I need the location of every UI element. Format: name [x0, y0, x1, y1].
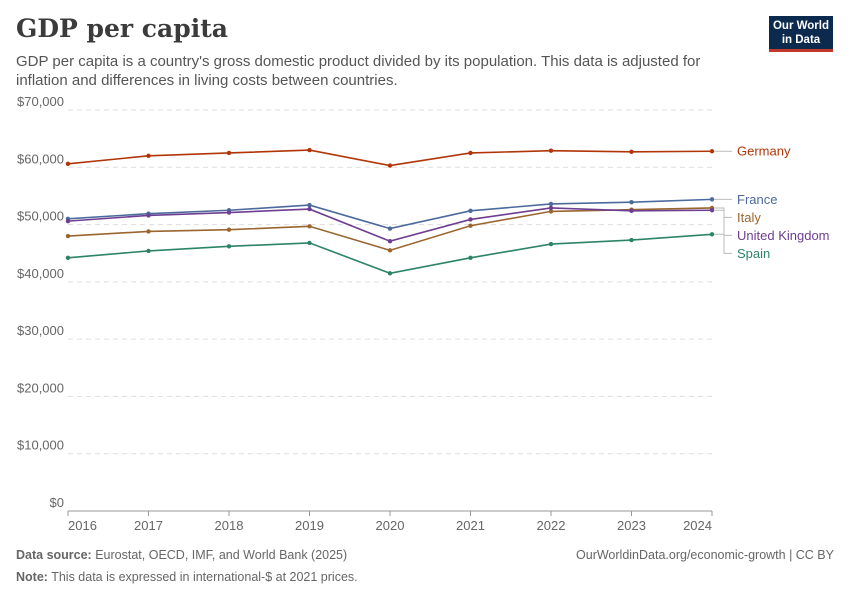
- data-point-germany[interactable]: [226, 150, 232, 156]
- data-point-germany[interactable]: [307, 147, 312, 153]
- x-tick-label: 2017: [134, 518, 163, 533]
- data-point-spain[interactable]: [629, 237, 634, 243]
- x-tick-label: 2022: [537, 518, 566, 533]
- data-point-italy[interactable]: [387, 248, 393, 253]
- y-axis: $0 $10,000 $20,000 $30,000 $40,000 $50,000 $60…: [17, 94, 64, 510]
- x-axis: 2016 2017 2018 2019 2020 2021 2022 2023 2024: [67, 511, 713, 533]
- owid-logo[interactable]: Our World in Data: [769, 16, 833, 52]
- data-point-united-kingdom[interactable]: [548, 205, 554, 211]
- data-point-italy[interactable]: [468, 223, 473, 228]
- data-point-italy[interactable]: [548, 209, 554, 214]
- label-connector: [714, 209, 732, 236]
- data-point-united-kingdom[interactable]: [387, 238, 393, 244]
- data-point-spain[interactable]: [65, 255, 71, 260]
- data-point-germany[interactable]: [709, 149, 715, 154]
- label-connector: [714, 207, 732, 218]
- data-point-united-kingdom[interactable]: [468, 217, 473, 222]
- chart-subtitle: GDP per capita is a country's gross dome…: [16, 53, 701, 89]
- x-tick-label: 2016: [68, 518, 97, 533]
- data-source: Data source: Eurostat, OECD, IMF, and Wo…: [16, 548, 347, 562]
- data-point-spain[interactable]: [226, 244, 232, 249]
- data-point-united-kingdom[interactable]: [146, 213, 151, 218]
- data-point-united-kingdom[interactable]: [307, 206, 312, 212]
- data-source-label: Data source:: [16, 548, 92, 562]
- series-label-italy[interactable]: Italy: [737, 210, 761, 225]
- note-label: Note:: [16, 570, 48, 584]
- data-source-text: Eurostat, OECD, IMF, and World Bank (202…: [95, 548, 348, 562]
- data-point-spain[interactable]: [468, 255, 473, 260]
- series-label-spain[interactable]: Spain: [737, 246, 770, 261]
- series-label-united-kingdom[interactable]: United Kingdom: [737, 228, 830, 243]
- label-connector: [714, 233, 732, 254]
- data-point-italy[interactable]: [307, 224, 312, 229]
- data-point-france[interactable]: [307, 202, 312, 208]
- y-tick-label: $40,000: [17, 266, 64, 281]
- x-tick-label: 2024: [683, 518, 712, 533]
- y-tick-label: $20,000: [17, 380, 64, 395]
- series-label-france[interactable]: France: [737, 192, 777, 207]
- logo-line-1: Our World: [772, 20, 829, 32]
- data-point-united-kingdom[interactable]: [709, 208, 715, 213]
- data-point-spain[interactable]: [146, 248, 151, 254]
- data-point-italy[interactable]: [65, 233, 71, 239]
- data-point-germany[interactable]: [65, 161, 71, 167]
- series-group: [65, 147, 715, 276]
- data-point-united-kingdom[interactable]: [65, 218, 71, 224]
- data-point-spain[interactable]: [307, 240, 312, 246]
- gridlines: [68, 109, 712, 512]
- data-point-spain[interactable]: [709, 232, 715, 237]
- y-tick-label: $50,000: [17, 209, 64, 224]
- data-point-france[interactable]: [709, 197, 715, 202]
- data-point-france[interactable]: [548, 201, 554, 207]
- x-tick-label: 2020: [376, 518, 405, 533]
- data-point-france[interactable]: [468, 208, 473, 214]
- x-tick-label: 2019: [295, 518, 324, 533]
- note-text: This data is expressed in international-…: [51, 570, 358, 584]
- data-point-italy[interactable]: [146, 229, 151, 234]
- data-point-germany[interactable]: [548, 148, 554, 153]
- data-point-germany[interactable]: [387, 163, 393, 168]
- series-labels: Germany France Italy United Kingdom Spain: [714, 144, 830, 261]
- source-link[interactable]: OurWorldinData.org/economic-growth | CC …: [576, 548, 834, 562]
- series-line-germany[interactable]: [67, 149, 713, 167]
- data-point-germany[interactable]: [146, 153, 151, 159]
- y-tick-label: $0: [50, 495, 64, 510]
- note: Note: This data is expressed in internat…: [16, 570, 358, 584]
- series-line-france[interactable]: [67, 198, 713, 230]
- chart-title: GDP per capita: [16, 14, 228, 43]
- data-point-germany[interactable]: [629, 149, 634, 155]
- y-tick-label: $10,000: [17, 438, 64, 453]
- data-point-france[interactable]: [629, 200, 634, 205]
- x-tick-label: 2023: [617, 518, 646, 533]
- x-tick-label: 2021: [456, 518, 485, 533]
- data-point-germany[interactable]: [468, 150, 473, 156]
- data-point-spain[interactable]: [387, 271, 393, 276]
- data-point-spain[interactable]: [548, 241, 554, 247]
- x-tick-label: 2018: [215, 518, 244, 533]
- y-tick-label: $70,000: [17, 94, 64, 109]
- data-point-united-kingdom[interactable]: [629, 208, 634, 214]
- series-label-germany[interactable]: Germany: [737, 144, 791, 159]
- data-point-italy[interactable]: [226, 227, 232, 232]
- data-point-united-kingdom[interactable]: [226, 210, 232, 215]
- y-tick-label: $60,000: [17, 151, 64, 166]
- data-point-france[interactable]: [387, 226, 393, 231]
- y-tick-label: $30,000: [17, 323, 64, 338]
- logo-line-2: in Data: [781, 34, 821, 46]
